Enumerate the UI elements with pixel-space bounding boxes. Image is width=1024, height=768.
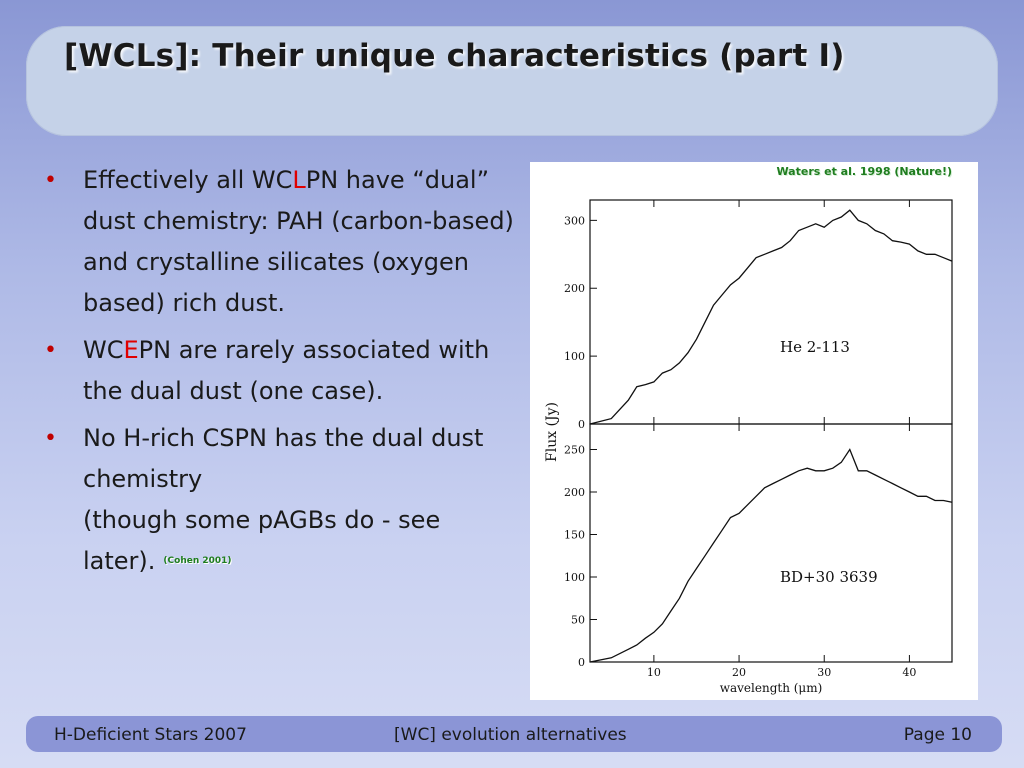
bullet-text-post: (though some pAGBs do - see later). xyxy=(83,506,441,575)
bullet-text-pre: No H-rich CSPN has the dual dust chemist… xyxy=(83,424,484,493)
bullet-dot-icon: • xyxy=(44,168,57,193)
x-axis-label: wavelength (μm) xyxy=(720,681,823,695)
bullet-text-pre: Effectively all WC xyxy=(83,166,293,194)
bullet-highlight: L xyxy=(292,166,306,194)
bullet-text-post: PN are rarely associated with the dual d… xyxy=(83,336,490,405)
y-tick-label: 50 xyxy=(571,614,585,627)
bullet-item: • Effectively all WCLPN have “dual” dust… xyxy=(44,160,514,324)
y-tick-label: 250 xyxy=(564,444,585,457)
title-box xyxy=(26,26,998,136)
bullet-item: • No H-rich CSPN has the dual dust chemi… xyxy=(44,418,514,582)
y-tick-label: 0 xyxy=(578,418,585,431)
y-tick-label: 100 xyxy=(564,571,585,584)
y-tick-label: 0 xyxy=(578,656,585,669)
x-tick-label: 10 xyxy=(647,666,661,679)
y-tick-label: 200 xyxy=(564,282,585,295)
y-tick-label: 200 xyxy=(564,486,585,499)
y-axis-label: Flux (Jy) xyxy=(544,402,560,462)
spectrum-figure: Waters et al. 1998 (Nature!) 0 100 200 300 H… xyxy=(530,162,978,700)
bullet-item: • WCEPN are rarely associated with the d… xyxy=(44,330,514,412)
x-tick-label: 40 xyxy=(902,666,916,679)
slide-title: [WCLs]: Their unique characteristics (pa… xyxy=(64,38,845,74)
y-tick-label: 300 xyxy=(564,214,585,227)
bullet-text-post: PN have “dual” dust chemistry: PAH (carb… xyxy=(83,166,514,317)
x-tick-label: 20 xyxy=(732,666,746,679)
inline-citation: (Cohen 2001) xyxy=(163,556,232,566)
bullet-text-pre: WC xyxy=(83,336,124,364)
spectrum-line xyxy=(589,448,953,663)
bullet-list: • Effectively all WCLPN have “dual” dust… xyxy=(44,160,514,588)
panel-label: BD+30 3639 xyxy=(780,568,878,586)
footer-page: Page 10 xyxy=(903,725,972,745)
footer-center: [WC] evolution alternatives xyxy=(394,725,627,745)
bullet-dot-icon: • xyxy=(44,426,57,451)
panel-frame xyxy=(589,199,953,425)
panel-frame xyxy=(589,423,953,663)
bullet-highlight: E xyxy=(123,336,139,364)
footer-bar: H-Deficient Stars 2007 [WC] evolution al… xyxy=(26,716,1002,752)
y-tick-label: 100 xyxy=(564,350,585,363)
y-tick-label: 150 xyxy=(564,529,585,542)
spectrum-chart: 0 100 200 300 He 2-113 0 50 100 150 200 250 BD+30 3… xyxy=(544,199,953,695)
x-tick-label: 30 xyxy=(817,666,831,679)
panel-label: He 2-113 xyxy=(780,338,850,356)
footer-left: H-Deficient Stars 2007 xyxy=(54,725,247,745)
figure-citation: Waters et al. 1998 (Nature!) xyxy=(776,165,952,178)
spectrum-line xyxy=(589,209,953,425)
bullet-dot-icon: • xyxy=(44,338,57,363)
